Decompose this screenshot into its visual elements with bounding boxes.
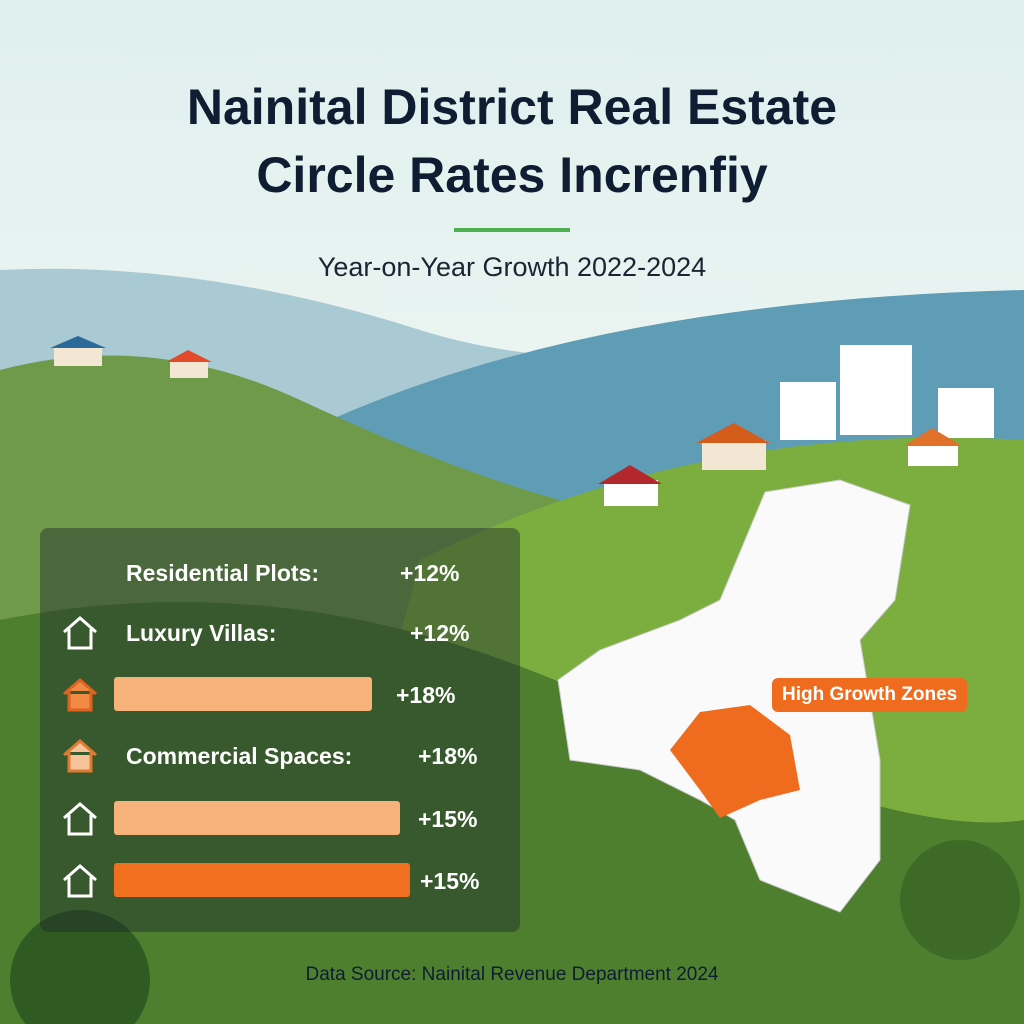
row: +15% [40,796,520,840]
row: Residential Plots: +12% [40,550,520,594]
district-map [557,479,911,913]
subtitle: Year-on-Year Growth 2022-2024 [317,252,707,282]
row-label: Luxury Villas: [126,620,277,646]
row: Commercial Spaces: +18% [40,733,520,777]
bar [114,863,410,897]
title-line: Circle Rates Increnfiy [256,147,768,203]
house-icon [63,864,97,898]
row-value: +18% [418,743,478,769]
row: +15% [40,858,520,902]
title-line: Nainital District Real Estate [186,79,838,135]
row-value: +12% [410,620,470,646]
row: Luxury Villas: +12% [40,610,520,654]
row-label: Commercial Spaces: [126,743,353,769]
bar [114,801,400,835]
house-icon [63,739,97,773]
row-value: +15% [420,868,480,894]
row-value: +12% [400,560,460,586]
row-value: +15% [418,806,478,832]
house-icon [63,678,97,712]
row-label: Residential Plots: [126,560,319,586]
row-value: +18% [396,682,456,708]
house-icon [63,802,97,836]
bar [114,677,372,711]
source: Data Source: Nainital Revenue Department… [305,964,719,985]
growth-panel: Residential Plots: +12% Luxury Villas: +12… [40,528,520,932]
row: +18% [40,672,520,716]
house-icon [63,616,97,650]
divider [454,228,570,232]
map-label: High Growth Zones [772,678,968,712]
